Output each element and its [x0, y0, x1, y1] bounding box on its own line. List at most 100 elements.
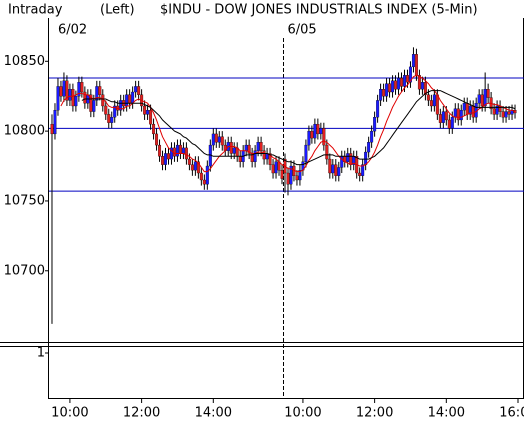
candle-body [229, 142, 233, 154]
candle-body [325, 144, 329, 160]
candle-body [477, 94, 481, 104]
candle-body [286, 172, 290, 185]
x-tick-label: 16:00 [499, 406, 524, 421]
candle-body [391, 80, 395, 93]
day-label: 6/02 [58, 23, 87, 38]
candle-body [214, 133, 218, 143]
candle-body [187, 158, 191, 165]
candle-body [388, 83, 392, 93]
candle-body [447, 119, 451, 129]
candle-body [295, 175, 299, 181]
x-tick-label: 14:00 [195, 406, 232, 421]
candle-body [328, 158, 332, 174]
candle-body [432, 94, 436, 107]
candle-body [394, 80, 398, 90]
candle-body [110, 117, 114, 123]
candle-body [80, 82, 84, 93]
candle-body [232, 147, 236, 154]
candle-body [444, 111, 448, 121]
candle-body [289, 165, 293, 185]
candle-body [184, 147, 188, 160]
candle-body [376, 100, 380, 118]
candle-body [426, 94, 430, 101]
candle-body [385, 83, 389, 97]
candle-body [405, 75, 409, 83]
candle-body [358, 172, 362, 176]
candle-body [513, 110, 517, 114]
candle-body [414, 54, 418, 76]
candle-body [125, 94, 129, 107]
candle-body [247, 144, 251, 154]
candle-body [259, 142, 263, 151]
candle-body [453, 108, 457, 118]
candle-body [59, 86, 63, 97]
x-tick-label: 12:00 [356, 406, 393, 421]
candle-body [504, 111, 508, 118]
candle-body [397, 77, 401, 90]
candle-body [95, 86, 99, 101]
candle-body [274, 161, 278, 174]
candle-body [501, 111, 505, 118]
candle-body [462, 103, 466, 111]
candle-body [253, 150, 257, 162]
y-tick-label: 10800 [4, 124, 45, 139]
candle-body [367, 142, 371, 153]
chart-title: $INDU - DOW JONES INDUSTRIALS INDEX (5-M… [160, 3, 478, 18]
candle-body [107, 114, 111, 123]
y-tick-label: 1 [37, 346, 45, 361]
candle-body [268, 153, 272, 165]
x-tick-label: 14:00 [428, 406, 465, 421]
candle-body [238, 156, 242, 162]
candle-body [370, 130, 374, 143]
header-label: (Left) [100, 3, 135, 18]
candle-body [471, 105, 475, 118]
candle-body [155, 133, 159, 146]
candle-body [373, 117, 377, 132]
candle-body [119, 100, 123, 111]
candle-body [50, 123, 54, 135]
candle-body [423, 82, 427, 95]
candle-body [256, 142, 260, 151]
candle-body [164, 153, 168, 165]
candle-body [166, 153, 170, 160]
candle-body [486, 89, 490, 98]
candle-body [196, 161, 200, 174]
candle-body [420, 82, 424, 90]
candle-body [313, 123, 317, 139]
candle-body [104, 105, 108, 115]
candle-body [441, 111, 445, 123]
candle-body [178, 144, 182, 154]
x-tick-label: 12:00 [123, 406, 160, 421]
candle-body [271, 164, 275, 174]
candle-body [480, 94, 484, 107]
candle-body [465, 103, 469, 115]
candle-body [152, 123, 156, 135]
candle-body [331, 164, 335, 174]
candle-body [68, 89, 72, 101]
candle-body [98, 86, 102, 95]
candle-body [62, 80, 66, 97]
candle-body [346, 153, 350, 162]
y-tick-label: 10750 [4, 193, 45, 208]
candle-body [310, 130, 314, 139]
candle-body [53, 110, 57, 135]
candle-body [199, 172, 203, 181]
candle-body [56, 86, 60, 111]
candle-body [450, 117, 454, 129]
candle-body [220, 136, 224, 146]
candle-body [334, 164, 338, 176]
candle-body [158, 144, 162, 157]
candle-body [304, 144, 308, 162]
candle-body [146, 110, 150, 115]
candle-body [211, 133, 215, 146]
candle-body [143, 105, 147, 115]
candle-body [149, 110, 153, 125]
candle-body [244, 144, 248, 151]
candle-body [74, 96, 78, 107]
y-tick-label: 10700 [4, 263, 45, 278]
candle-body [456, 108, 460, 121]
candle-body [161, 156, 165, 165]
candle-body [459, 110, 463, 121]
candle-body [137, 86, 141, 95]
candle-body [492, 108, 496, 115]
